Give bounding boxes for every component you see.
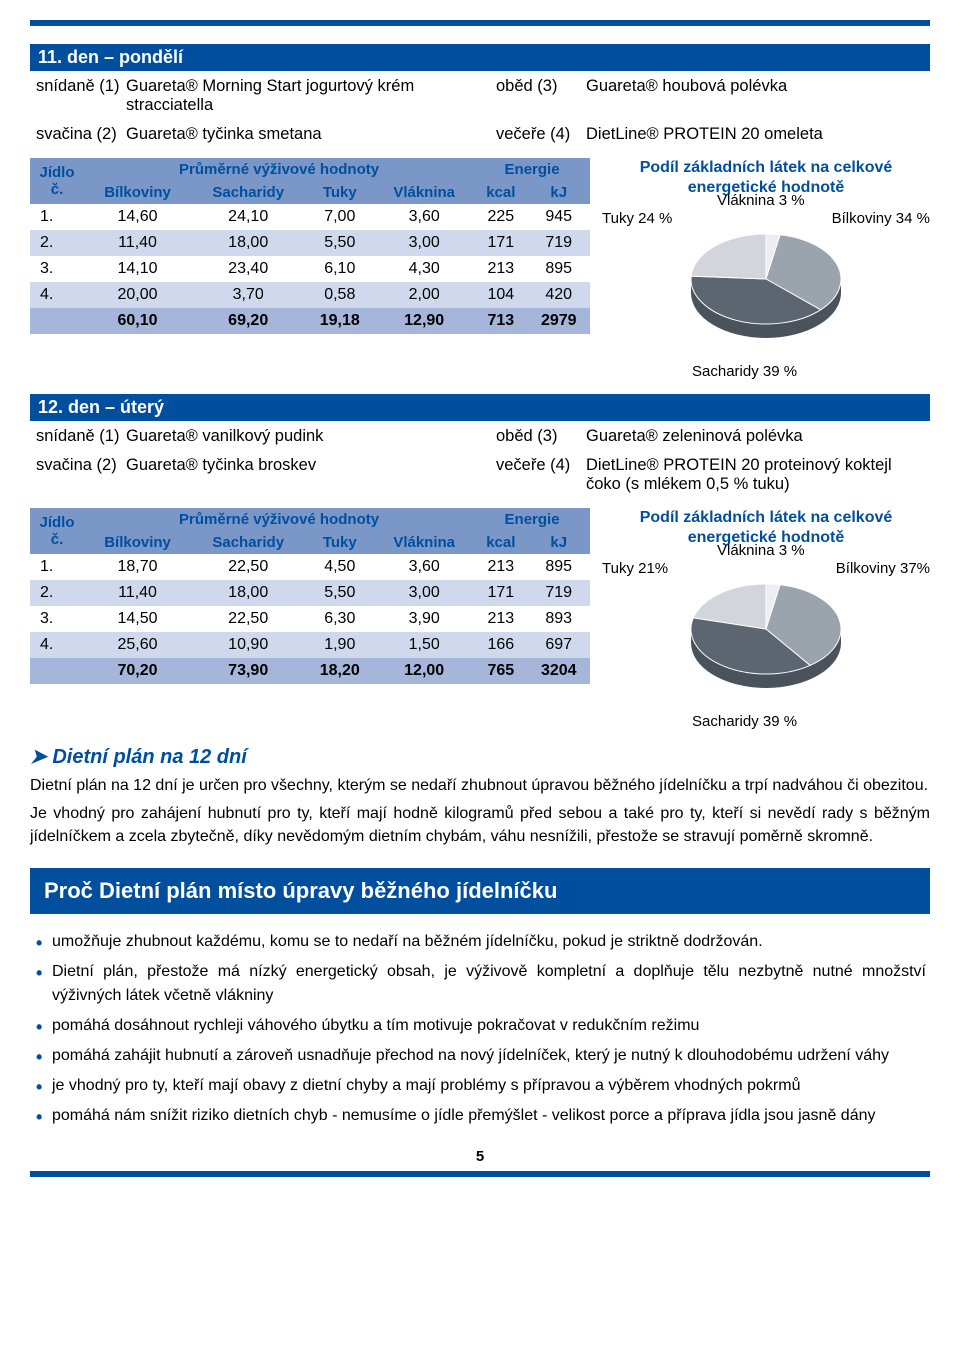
pie-label-tuky: Tuky 24 % <box>602 210 672 227</box>
meal-label: svačina (2) <box>36 125 126 144</box>
pie-label-vlak: Vláknina 3 % <box>717 542 805 559</box>
meal-food: Guareta® vanilkový pudink <box>126 427 496 446</box>
day11-table: Jídlo č.Průměrné výživové hodnotyEnergie… <box>30 158 590 334</box>
bullet-item: je vhodný pro ty, kteří mají obavy z die… <box>34 1074 926 1098</box>
bullet-item: umožňuje zhubnout každému, komu se to ne… <box>34 930 926 954</box>
meal-food: Guareta® zeleninová polévka <box>586 427 924 446</box>
pie-label-tuky: Tuky 21% <box>602 560 668 577</box>
meal-label: večeře (4) <box>496 125 586 144</box>
day11-title: 11. den – pondělí <box>30 44 930 71</box>
meal-food: DietLine® PROTEIN 20 proteinový koktejl … <box>586 456 924 494</box>
meal-food: Guareta® Morning Start jogurtový krém st… <box>126 77 496 115</box>
pie-label-bilk: Bílkoviny 34 % <box>832 210 930 227</box>
bottom-border <box>30 1171 930 1177</box>
meal-label: oběd (3) <box>496 427 586 446</box>
meal-label: večeře (4) <box>496 456 586 494</box>
meal-label: oběd (3) <box>496 77 586 115</box>
day12-meals: snídaně (1) Guareta® vanilkový pudink ob… <box>30 427 930 494</box>
pie-label-sach: Sacharidy 39 % <box>692 363 797 380</box>
pie-label-vlak: Vláknina 3 % <box>717 192 805 209</box>
bullet-item: pomáhá dosáhnout rychleji váhového úbytk… <box>34 1014 926 1038</box>
day12-pie: Tuky 21% Vláknina 3 % Bílkoviny 37% Sach… <box>602 554 930 724</box>
day12-nutri-block: Jídlo č.Průměrné výživové hodnotyEnergie… <box>30 508 930 724</box>
page-number: 5 <box>30 1148 930 1165</box>
top-border <box>30 20 930 26</box>
meal-food: Guareta® tyčinka smetana <box>126 125 496 144</box>
day11-pie: Tuky 24 % Vláknina 3 % Bílkoviny 34 % Sa… <box>602 204 930 374</box>
meal-label: snídaně (1) <box>36 427 126 446</box>
banner: Proč Dietní plán místo úpravy běžného jí… <box>30 868 930 914</box>
article-p2: Je vhodný pro zahájení hubnutí pro ty, k… <box>30 803 930 848</box>
day12-title: 12. den – úterý <box>30 394 930 421</box>
article-heading: Dietní plán na 12 dní <box>30 744 930 769</box>
day11-chart-col: Podíl základních látek na celkové energe… <box>602 158 930 374</box>
bullet-item: Dietní plán, přestože má nízký energetic… <box>34 960 926 1008</box>
meal-label: snídaně (1) <box>36 77 126 115</box>
article-p1: Dietní plán na 12 dní je určen pro všech… <box>30 775 930 797</box>
meal-label: svačina (2) <box>36 456 126 494</box>
day11-meals: snídaně (1) Guareta® Morning Start jogur… <box>30 77 930 144</box>
day11-nutri-block: Jídlo č.Průměrné výživové hodnotyEnergie… <box>30 158 930 374</box>
page: 11. den – pondělí snídaně (1) Guareta® M… <box>0 0 960 1187</box>
bullet-item: pomáhá zahájit hubnutí a zároveň usnadňu… <box>34 1044 926 1068</box>
day12-table: Jídlo č.Průměrné výživové hodnotyEnergie… <box>30 508 590 684</box>
bullet-item: pomáhá nám snížit riziko dietních chyb -… <box>34 1104 926 1128</box>
meal-food: Guareta® houbová polévka <box>586 77 924 115</box>
pie-label-sach: Sacharidy 39 % <box>692 713 797 730</box>
meal-food: Guareta® tyčinka broskev <box>126 456 496 494</box>
pie-label-bilk: Bílkoviny 37% <box>836 560 930 577</box>
day12-chart-col: Podíl základních látek na celkové energe… <box>602 508 930 724</box>
meal-food: DietLine® PROTEIN 20 omeleta <box>586 125 924 144</box>
bullet-list: umožňuje zhubnout každému, komu se to ne… <box>30 930 930 1128</box>
